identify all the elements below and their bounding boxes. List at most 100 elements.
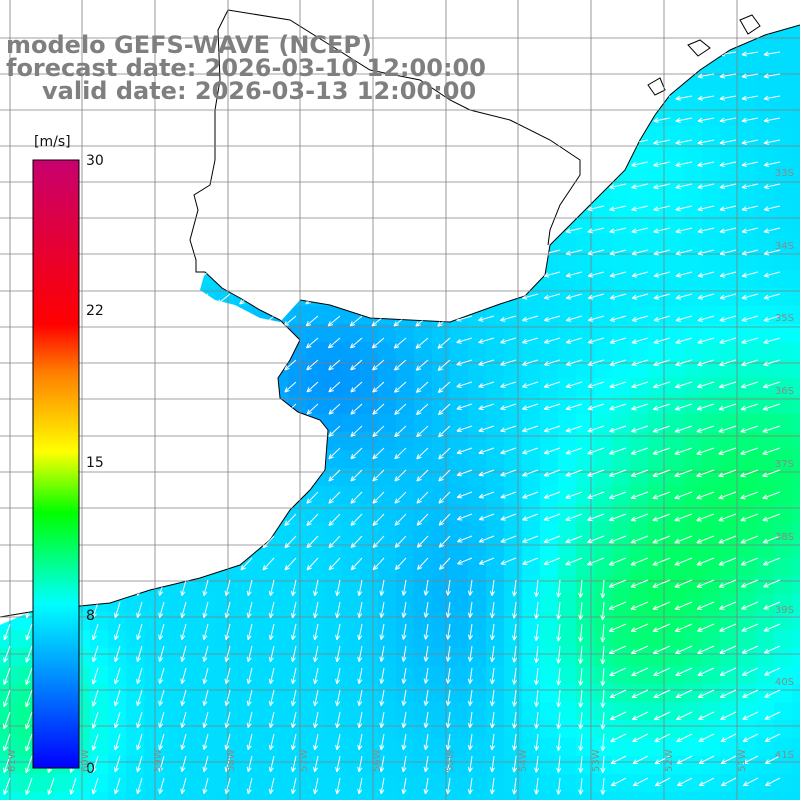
wind-arrow bbox=[306, 535, 319, 549]
field-cell bbox=[774, 288, 792, 306]
field-cell bbox=[396, 612, 414, 630]
field-cell bbox=[702, 450, 720, 468]
wind-arrow bbox=[718, 447, 737, 456]
field-cell bbox=[612, 666, 630, 684]
field-cell bbox=[378, 594, 396, 612]
wind-arrow bbox=[630, 645, 649, 655]
field-cell bbox=[540, 558, 558, 576]
field-cell bbox=[504, 594, 522, 612]
wind-arrow bbox=[556, 601, 562, 620]
field-cell bbox=[540, 378, 558, 396]
field-cell bbox=[522, 738, 540, 756]
wind-arrow bbox=[741, 51, 759, 57]
wind-arrow bbox=[478, 447, 495, 455]
wind-arrow bbox=[697, 249, 715, 256]
field-cell bbox=[792, 720, 800, 738]
wind-arrow bbox=[720, 755, 737, 765]
field-cell bbox=[774, 666, 792, 684]
field-cell bbox=[486, 486, 504, 504]
wind-arrow bbox=[467, 645, 473, 662]
field-cell bbox=[702, 108, 720, 126]
field-cell bbox=[792, 666, 800, 684]
field-cell bbox=[360, 342, 378, 360]
field-cell bbox=[720, 522, 738, 540]
wind-arrow bbox=[630, 579, 649, 588]
wind-arrow bbox=[653, 139, 671, 145]
field-cell bbox=[396, 648, 414, 666]
field-cell bbox=[468, 540, 486, 558]
wind-arrow bbox=[578, 755, 584, 773]
wind-arrow bbox=[511, 601, 518, 619]
field-cell bbox=[522, 774, 540, 792]
field-cell bbox=[774, 108, 792, 126]
lon-label-59w: 59W bbox=[153, 749, 164, 772]
field-cell bbox=[684, 738, 702, 756]
wind-arrow bbox=[305, 315, 319, 327]
field-cell bbox=[684, 576, 702, 594]
field-cell bbox=[540, 630, 558, 648]
wind-arrow bbox=[742, 689, 759, 698]
wind-arrow bbox=[534, 601, 540, 619]
wind-arrow bbox=[763, 161, 781, 168]
wind-arrow bbox=[764, 689, 781, 698]
field-cell bbox=[162, 702, 180, 720]
wind-arrow bbox=[609, 271, 627, 278]
field-cell bbox=[270, 648, 288, 666]
field-cell bbox=[558, 702, 576, 720]
field-cell bbox=[792, 648, 800, 666]
field-cell bbox=[630, 432, 648, 450]
wind-arrow bbox=[652, 557, 671, 566]
wind-arrow bbox=[328, 557, 341, 571]
field-cell bbox=[558, 270, 576, 288]
wind-arrow bbox=[489, 623, 496, 641]
field-cell bbox=[702, 720, 720, 738]
field-cell bbox=[684, 432, 702, 450]
field-cell bbox=[198, 666, 216, 684]
field-cell bbox=[774, 360, 792, 378]
wind-arrow bbox=[478, 359, 495, 366]
wind-arrow bbox=[578, 777, 584, 795]
wind-arrow bbox=[246, 755, 253, 773]
field-cell bbox=[0, 702, 18, 720]
field-cell bbox=[198, 738, 216, 756]
field-cell bbox=[198, 648, 216, 666]
wind-arrow bbox=[697, 315, 715, 322]
field-cell bbox=[702, 72, 720, 90]
field-cell bbox=[126, 774, 144, 792]
field-cell bbox=[720, 324, 738, 342]
field-cell bbox=[720, 108, 738, 126]
colorbar-gradient bbox=[32, 159, 80, 769]
field-cell bbox=[630, 612, 648, 630]
wind-arrow bbox=[268, 579, 275, 597]
field-cell bbox=[702, 360, 720, 378]
field-cell bbox=[756, 144, 774, 162]
wind-arrow bbox=[3, 623, 11, 641]
wind-arrow bbox=[674, 403, 693, 411]
wind-arrow bbox=[765, 777, 781, 787]
field-cell bbox=[558, 324, 576, 342]
field-cell bbox=[558, 720, 576, 738]
field-cell bbox=[576, 576, 594, 594]
field-cell bbox=[756, 252, 774, 270]
wind-arrow bbox=[113, 733, 121, 751]
field-cell bbox=[594, 360, 612, 378]
field-cell bbox=[432, 612, 450, 630]
wind-arrow bbox=[718, 491, 737, 500]
wind-arrow bbox=[313, 579, 319, 597]
field-cell bbox=[396, 630, 414, 648]
wind-arrow bbox=[357, 667, 363, 685]
field-cell bbox=[216, 756, 234, 774]
wind-arrow bbox=[719, 623, 737, 632]
field-cell bbox=[324, 594, 342, 612]
field-cell bbox=[360, 612, 378, 630]
wind-arrow bbox=[25, 645, 33, 663]
wind-arrow bbox=[587, 227, 605, 234]
field-cell bbox=[720, 270, 738, 288]
field-cell bbox=[684, 504, 702, 522]
field-cell bbox=[774, 702, 792, 720]
lat-label-34s: 34S bbox=[774, 241, 794, 252]
field-cell bbox=[792, 25, 800, 36]
wind-arrow bbox=[676, 711, 693, 721]
field-cell bbox=[702, 378, 720, 396]
field-cell bbox=[540, 450, 558, 468]
